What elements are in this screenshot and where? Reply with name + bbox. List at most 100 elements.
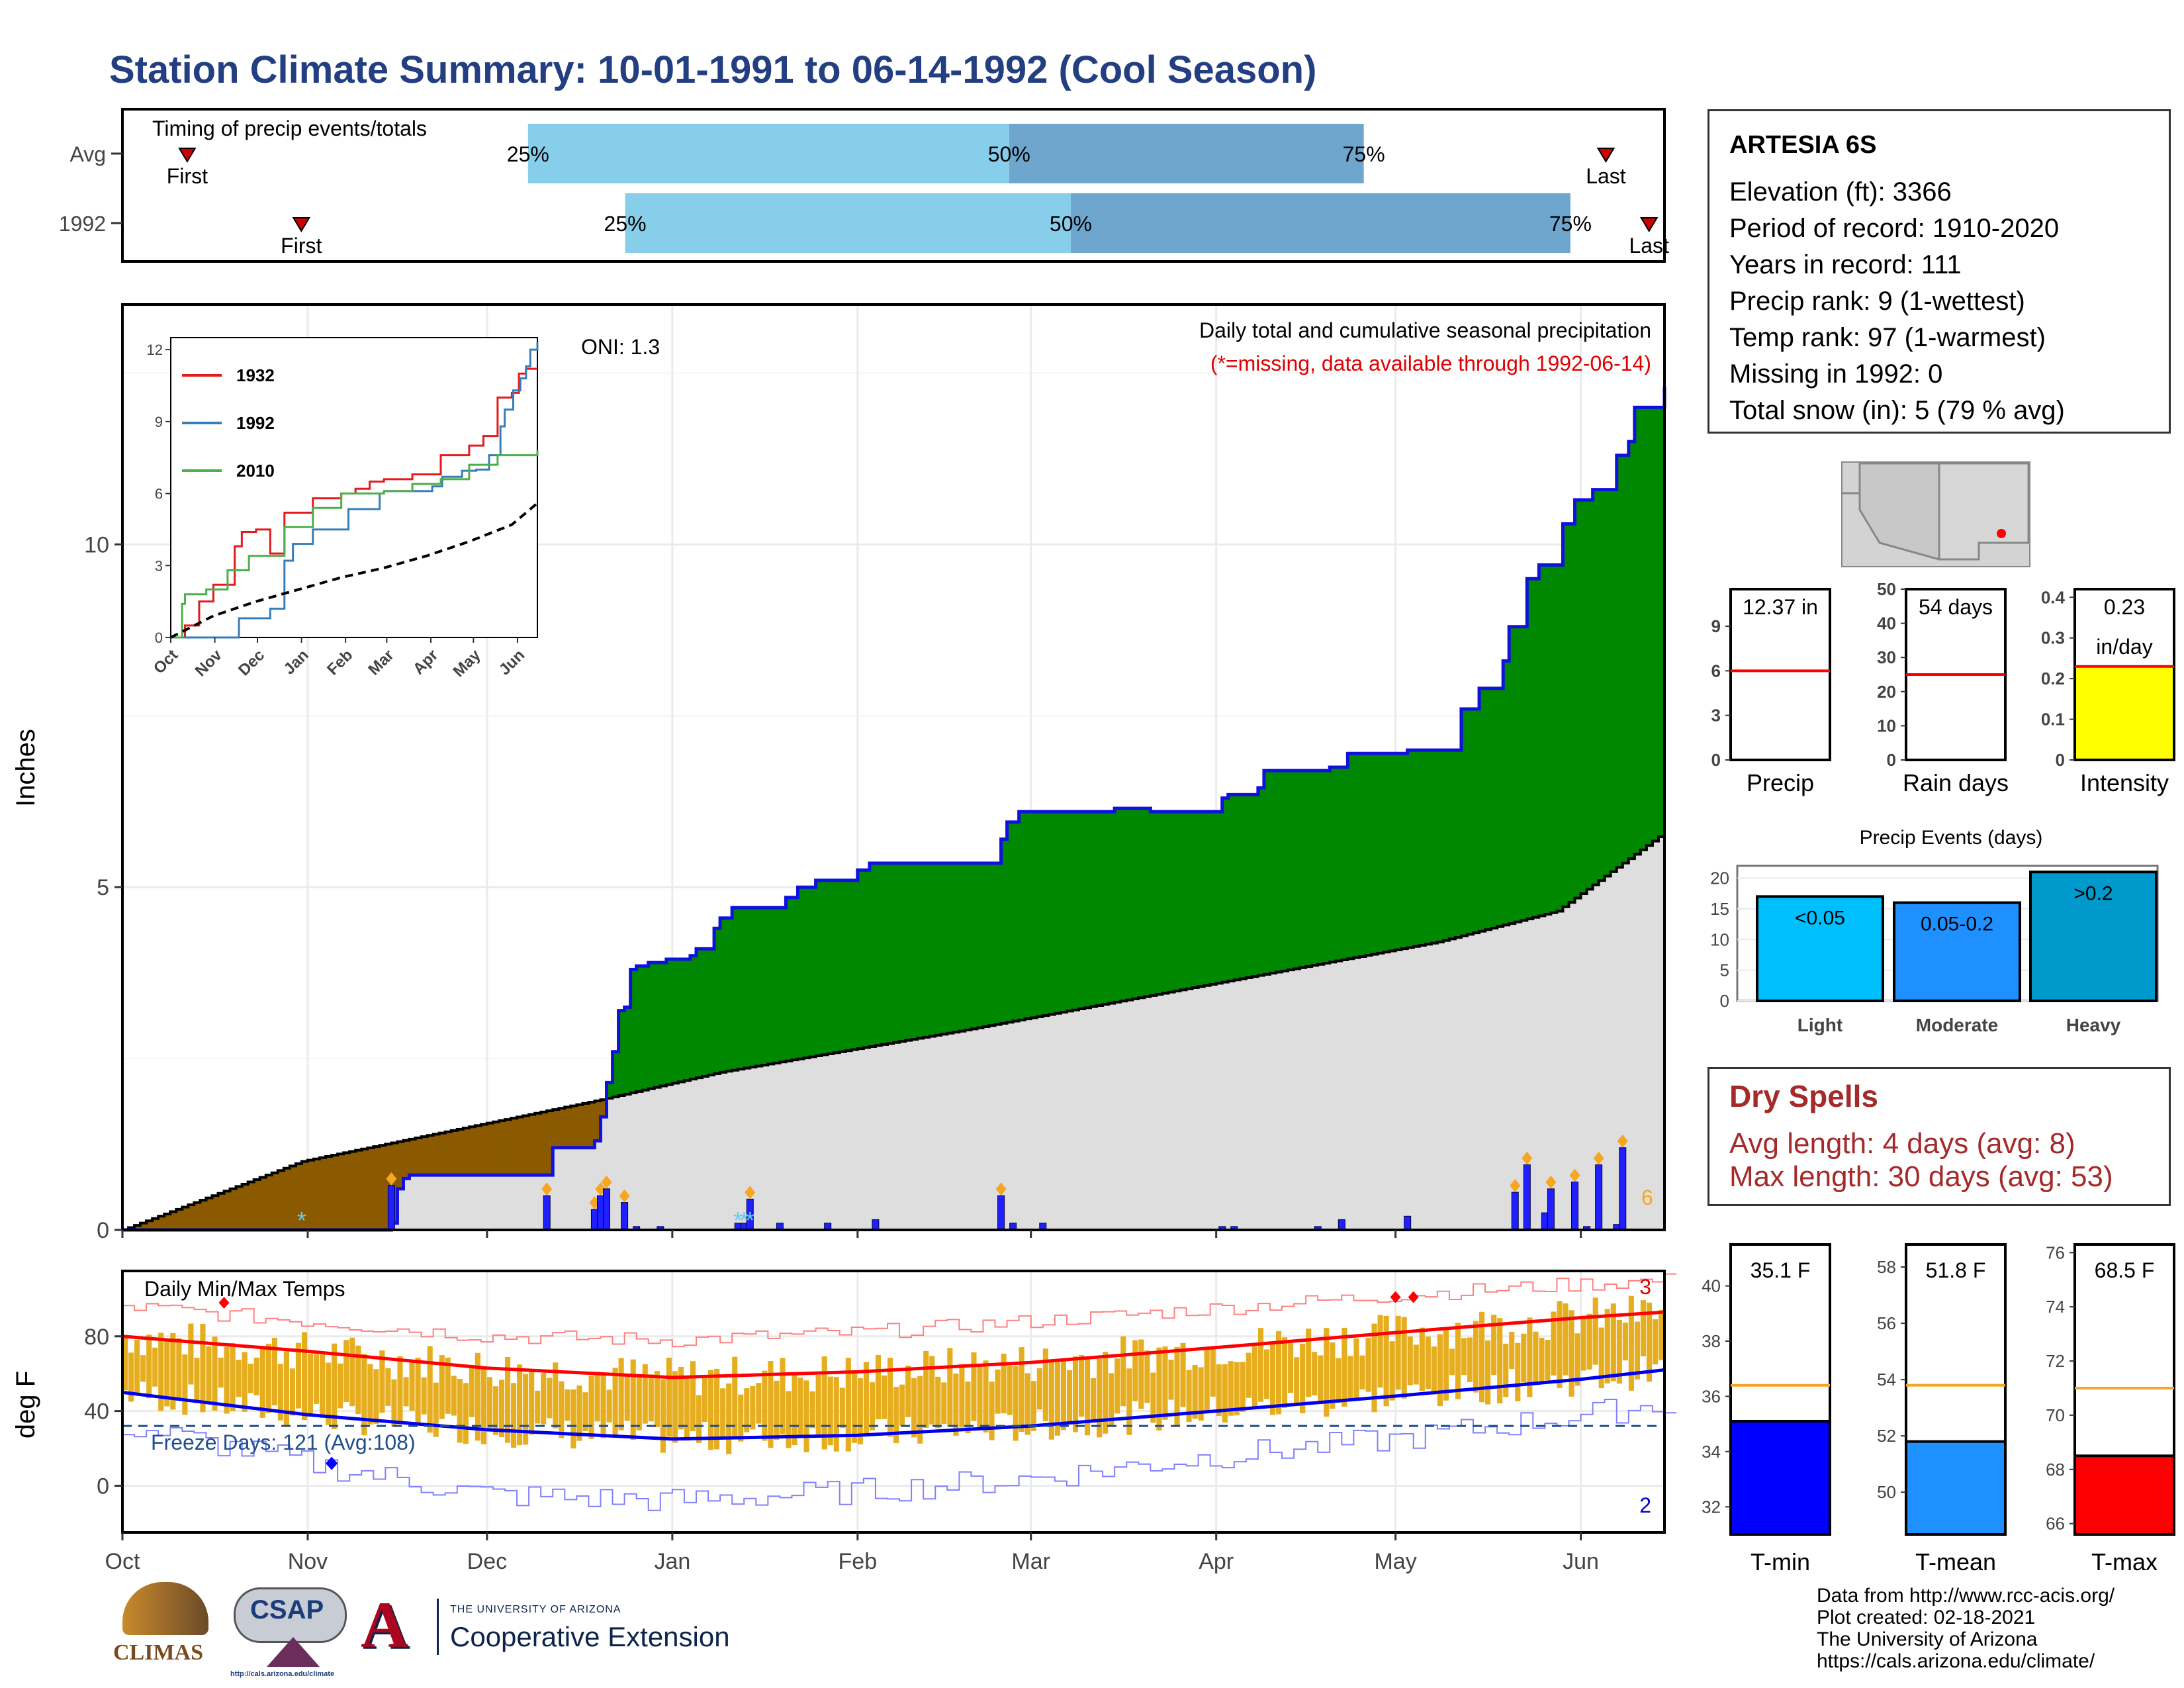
temp-summary-y-tick: 72 xyxy=(2046,1351,2065,1371)
daily-precip-bar xyxy=(596,1195,604,1231)
ua-divider xyxy=(437,1599,439,1655)
ua-a-icon: A xyxy=(361,1588,409,1662)
heavy-day-marker-icon xyxy=(386,1172,397,1186)
state-map xyxy=(1841,461,2030,567)
summary-x-label: Precip xyxy=(1747,769,1814,796)
summary-y-tick: 0.2 xyxy=(2041,669,2065,688)
timing-bar-25-50 xyxy=(625,193,1071,253)
summary-y-tick: 0.3 xyxy=(2041,628,2065,648)
precip-frame xyxy=(121,303,1666,1231)
daily-precip-bar xyxy=(1541,1212,1549,1231)
ua-small-text: THE UNIVERSITY OF ARIZONA xyxy=(450,1604,621,1615)
inset-series-line xyxy=(171,450,539,639)
station-info-line: Elevation (ft): 3366 xyxy=(1729,177,1952,207)
summary-x-label: Rain days xyxy=(1903,769,2009,796)
summary-y-tick: 20 xyxy=(1877,682,1896,702)
temp-summary-value: 35.1 F xyxy=(1751,1258,1811,1282)
temp-summary-fill xyxy=(1729,1419,1831,1536)
y-tick-label: 5 xyxy=(97,875,109,900)
inset-frame xyxy=(170,337,538,638)
daily-precip-bar xyxy=(1547,1188,1555,1231)
summary-y-tick: 30 xyxy=(1877,647,1896,667)
temp-summary-y-tick: 50 xyxy=(1877,1482,1896,1502)
dry-spells-title: Dry Spells xyxy=(1729,1079,1878,1113)
summary-bar-fill xyxy=(1731,589,1830,760)
summary-bar-charts: 0 3 6 9 12.37 in Precip 0 10 20 30 40 50 54 days Rain… xyxy=(1711,579,2175,796)
summary-y-tick: 6 xyxy=(1711,661,1721,680)
y-tick-label: 40 xyxy=(84,1399,109,1425)
inset-series-line xyxy=(170,502,539,639)
summary-y-tick: 50 xyxy=(1877,579,1896,599)
station-info-box: ARTESIA 6S Elevation (ft): 3366 Period o… xyxy=(1707,109,2171,434)
credit-line: Plot created: 02-18-2021 xyxy=(1817,1607,2036,1628)
events-y-tick: 15 xyxy=(1710,899,1729,919)
x-tick-label: Jan xyxy=(654,1549,690,1574)
timing-q50-label: 50% xyxy=(1050,212,1092,236)
x-tick-label: May xyxy=(1374,1549,1416,1574)
events-x-label: Light xyxy=(1797,1015,1843,1035)
temp-summary-y-tick: 68 xyxy=(2046,1460,2065,1479)
summary-y-tick: 40 xyxy=(1877,614,1896,633)
summary-y-tick: 0 xyxy=(1887,750,1896,770)
first-label: First xyxy=(167,164,208,188)
x-tick-label: Mar xyxy=(1011,1549,1050,1574)
daily-precip-bar xyxy=(590,1209,598,1231)
y-axis-label: deg F xyxy=(11,1371,40,1438)
daily-precip-bar xyxy=(997,1195,1005,1231)
events-y-tick: 5 xyxy=(1720,961,1729,980)
daily-precip-bar xyxy=(1511,1192,1519,1231)
heavy-day-marker-icon xyxy=(1522,1151,1533,1165)
daily-precip-bar xyxy=(1619,1147,1627,1231)
temp-summary-label: T-mean xyxy=(1915,1548,1996,1575)
events-y-tick: 10 xyxy=(1710,929,1729,949)
temp-summary-label: T-min xyxy=(1751,1548,1810,1575)
inset-y-tick: 0 xyxy=(155,630,163,646)
x-tick-label: Jun xyxy=(1563,1549,1599,1574)
temp-summary-y-tick: 38 xyxy=(1702,1331,1721,1351)
timing-q50-label: 50% xyxy=(988,142,1030,166)
record-low-count: 2 xyxy=(1639,1493,1651,1517)
summary-y-tick: 3 xyxy=(1711,706,1721,726)
summary-value-label: 54 days xyxy=(1919,595,1993,619)
events-bar-label: 0.05-0.2 xyxy=(1921,914,1993,935)
chart-subtitle: (*=missing, data available through 1992-… xyxy=(1210,352,1651,375)
timing-bar-50-75 xyxy=(1070,193,1570,253)
y-tick-label: 0 xyxy=(97,1218,109,1243)
last-marker-icon xyxy=(1639,217,1659,232)
snow-marker: * xyxy=(739,1207,749,1234)
daily-precip-bar xyxy=(1404,1215,1412,1231)
dry-spells-avg: Avg length: 4 days (avg: 8) xyxy=(1729,1127,2075,1160)
last-label: Last xyxy=(1629,234,1669,258)
record-high-marker-icon xyxy=(218,1296,230,1309)
station-info-line: Total snow (in): 5 (79 % avg) xyxy=(1729,396,2065,425)
obs-cumulative-line xyxy=(122,387,1666,1232)
csap-url: http://cals.arizona.edu/climate xyxy=(230,1670,335,1678)
timing-q25-label: 25% xyxy=(507,142,549,166)
x-tick-label: Apr xyxy=(1199,1549,1234,1574)
last-marker-icon xyxy=(1596,148,1615,163)
summary-bar-fill xyxy=(2075,666,2174,760)
events-bar-label: <0.05 xyxy=(1795,907,1845,929)
temp-summary-label: T-max xyxy=(2091,1548,2158,1575)
station-info-line: Years in record: 111 xyxy=(1729,250,1962,279)
temp-summary-bars: 32 34 36 38 40 35.1 F T-min 50 52 54 56 58 51.8 F T-m… xyxy=(1702,1243,2175,1575)
x-tick-label: Oct xyxy=(105,1549,140,1574)
temp-summary-y-tick: 70 xyxy=(2046,1405,2065,1425)
normal-max-line xyxy=(122,1310,1665,1380)
x-tick-label: Nov xyxy=(288,1549,328,1574)
csap-logo: CSAP http://cals.arizona.edu/climate xyxy=(230,1581,349,1680)
temp-summary-y-tick: 54 xyxy=(1877,1370,1896,1389)
inset-series-line xyxy=(171,342,539,639)
first-marker-icon xyxy=(292,217,311,232)
daily-precip-bar xyxy=(1595,1164,1603,1231)
page-title: Station Climate Summary: 10-01-1991 to 0… xyxy=(109,48,1317,91)
credits: Data from http://www.rcc-acis.org/ Plot … xyxy=(1817,1585,2115,1672)
legend-label: 1992 xyxy=(236,413,275,433)
first-marker-icon xyxy=(178,148,197,163)
climas-logo-text: CLIMAS xyxy=(113,1640,204,1665)
x-tick-label: Dec xyxy=(467,1549,507,1574)
heavy-day-marker-icon xyxy=(1617,1134,1628,1148)
events-bar xyxy=(1756,895,1884,1003)
timing-panel: Timing of precip events/totals Avg 25% 50% 7… xyxy=(59,108,1669,263)
